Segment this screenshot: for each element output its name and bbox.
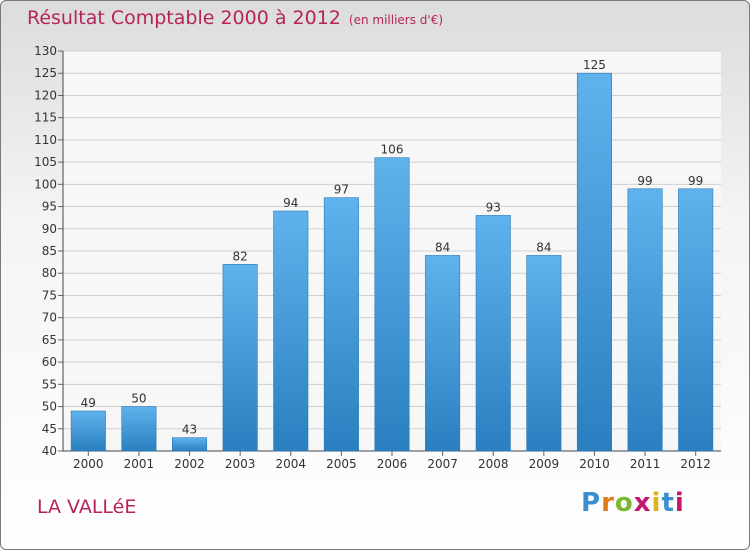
y-tick-label: 40 — [42, 444, 57, 458]
y-tick-label: 110 — [34, 133, 57, 147]
y-tick-label: 85 — [42, 244, 57, 258]
logo-letter: o — [614, 488, 634, 518]
data-label-2012: 99 — [688, 174, 703, 188]
logo-letter: P — [581, 488, 602, 518]
bar-2002 — [172, 437, 208, 452]
chart-subtitle: (en milliers d'€) — [348, 13, 444, 27]
y-tick-label: 90 — [42, 222, 57, 236]
y-tick-label: 95 — [42, 200, 57, 214]
data-label-2010: 125 — [583, 58, 606, 72]
logo-letter: i — [674, 488, 685, 518]
bar-2011 — [627, 188, 663, 452]
chart-title: Résultat Comptable 2000 à 2012 (en millie… — [27, 7, 443, 29]
y-tick-label: 50 — [42, 400, 57, 414]
data-label-2002: 43 — [182, 423, 197, 437]
bar-2009 — [526, 255, 562, 452]
commune-name: LA VALLéE — [37, 496, 137, 518]
data-label-2005: 97 — [334, 183, 349, 197]
bar-2004 — [273, 210, 309, 452]
data-label-2009: 84 — [536, 240, 551, 254]
x-tick-label-2002: 2002 — [174, 457, 205, 471]
x-tick-label-2012: 2012 — [680, 457, 711, 471]
x-tick-label-2006: 2006 — [377, 457, 408, 471]
y-tick-label: 125 — [34, 66, 57, 80]
x-tick-label-2004: 2004 — [275, 457, 306, 471]
y-tick-label: 60 — [42, 355, 57, 369]
logo-letter: i — [651, 488, 662, 518]
x-tick-label-2008: 2008 — [478, 457, 509, 471]
y-tick-label: 130 — [34, 44, 57, 58]
y-tick-label: 100 — [34, 177, 57, 191]
data-label-2008: 93 — [486, 200, 501, 214]
logo-letter: t — [661, 488, 675, 518]
bar-2000 — [70, 410, 106, 452]
data-label-2006: 106 — [381, 143, 404, 157]
logo-letter: r — [601, 488, 615, 518]
data-label-2011: 99 — [637, 174, 652, 188]
bar-2012 — [678, 188, 714, 452]
data-label-2000: 49 — [81, 396, 96, 410]
y-tick-label: 70 — [42, 311, 57, 325]
x-tick-label-2005: 2005 — [326, 457, 357, 471]
x-tick-label-2000: 2000 — [73, 457, 104, 471]
x-tick-label-2009: 2009 — [529, 457, 560, 471]
x-tick-label-2011: 2011 — [630, 457, 661, 471]
x-tick-label-2003: 2003 — [225, 457, 256, 471]
bar-2006 — [374, 157, 410, 452]
y-tick-label: 115 — [34, 111, 57, 125]
y-tick-label: 55 — [42, 377, 57, 391]
proxiti-logo: Proxiti — [581, 488, 685, 518]
bar-2001 — [121, 406, 157, 452]
data-label-2007: 84 — [435, 240, 450, 254]
x-tick-label-2007: 2007 — [427, 457, 458, 471]
y-tick-label: 120 — [34, 88, 57, 102]
bar-2008 — [475, 215, 511, 452]
y-tick-label: 75 — [42, 288, 57, 302]
y-tick-label: 80 — [42, 266, 57, 280]
chart-title-text: Résultat Comptable 2000 à 2012 — [27, 7, 341, 29]
bar-2005 — [323, 197, 359, 452]
bar-2003 — [222, 264, 258, 452]
data-label-2003: 82 — [233, 249, 248, 263]
logo-letter: x — [633, 488, 652, 518]
y-tick-label: 45 — [42, 422, 57, 436]
data-label-2004: 94 — [283, 196, 298, 210]
x-tick-label-2010: 2010 — [579, 457, 610, 471]
y-tick-label: 65 — [42, 333, 57, 347]
data-label-2001: 50 — [131, 392, 146, 406]
y-tick-label: 105 — [34, 155, 57, 169]
bar-2010 — [576, 72, 612, 452]
bar-2007 — [425, 255, 461, 452]
x-tick-label-2001: 2001 — [124, 457, 155, 471]
